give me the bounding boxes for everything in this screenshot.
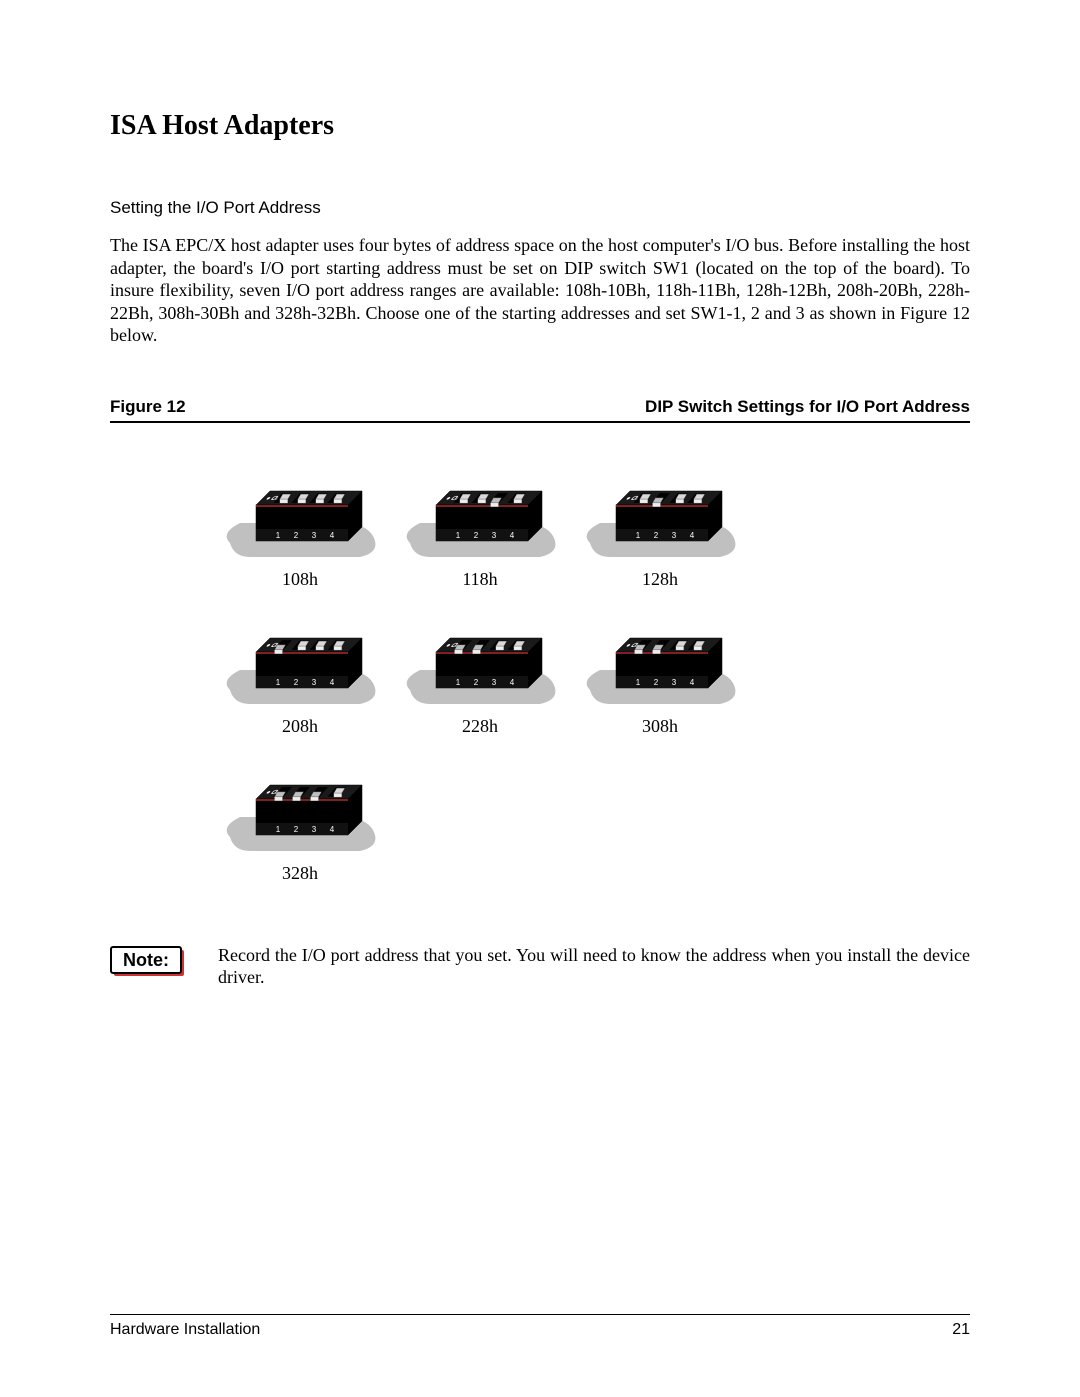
svg-text:1: 1 — [636, 678, 641, 687]
svg-text:4: 4 — [330, 825, 335, 834]
footer-right: 21 — [952, 1321, 970, 1339]
dip-switch-108h: ● OFF1234108h — [210, 473, 390, 590]
dip-switch-label: 308h — [570, 716, 750, 737]
svg-text:2: 2 — [294, 678, 299, 687]
sub-heading: Setting the I/O Port Address — [110, 198, 970, 218]
dip-switch-label: 228h — [390, 716, 570, 737]
svg-text:1: 1 — [276, 531, 281, 540]
svg-text:4: 4 — [690, 531, 695, 540]
svg-text:2: 2 — [654, 531, 659, 540]
figure-title: DIP Switch Settings for I/O Port Address — [645, 397, 970, 417]
svg-text:1: 1 — [276, 825, 281, 834]
dip-switch-icon: ● OFF1234 — [400, 620, 560, 710]
page-footer: Hardware Installation 21 — [110, 1314, 970, 1339]
dip-switch-label: 118h — [390, 569, 570, 590]
svg-text:3: 3 — [312, 678, 317, 687]
dip-switch-icon: ● OFF1234 — [220, 767, 380, 857]
svg-text:2: 2 — [294, 825, 299, 834]
note-badge: Note: — [110, 946, 188, 985]
dip-switch-308h: ● OFF1234308h — [570, 620, 750, 737]
dip-switch-grid: ● OFF1234108h● OFF1234118h● OFF1234128h●… — [210, 473, 970, 884]
svg-text:4: 4 — [510, 678, 515, 687]
dip-switch-icon: ● OFF1234 — [220, 620, 380, 710]
svg-text:3: 3 — [312, 825, 317, 834]
svg-text:3: 3 — [492, 678, 497, 687]
dip-switch-208h: ● OFF1234208h — [210, 620, 390, 737]
figure-number: Figure 12 — [110, 397, 186, 417]
svg-text:4: 4 — [330, 531, 335, 540]
dip-switch-label: 208h — [210, 716, 390, 737]
dip-switch-label: 108h — [210, 569, 390, 590]
svg-text:1: 1 — [456, 678, 461, 687]
figure-header: Figure 12 DIP Switch Settings for I/O Po… — [110, 397, 970, 423]
body-paragraph: The ISA EPC/X host adapter uses four byt… — [110, 234, 970, 347]
svg-text:3: 3 — [492, 531, 497, 540]
svg-text:2: 2 — [654, 678, 659, 687]
svg-text:1: 1 — [456, 531, 461, 540]
dip-switch-icon: ● OFF1234 — [580, 620, 740, 710]
dip-switch-label: 128h — [570, 569, 750, 590]
note-row: Note: Record the I/O port address that y… — [110, 944, 970, 989]
note-text: Record the I/O port address that you set… — [218, 944, 970, 989]
footer-left: Hardware Installation — [110, 1321, 260, 1339]
svg-text:1: 1 — [636, 531, 641, 540]
svg-text:Note:: Note: — [123, 950, 169, 970]
svg-text:2: 2 — [294, 531, 299, 540]
dip-switch-icon: ● OFF1234 — [220, 473, 380, 563]
svg-text:2: 2 — [474, 678, 479, 687]
dip-switch-label: 328h — [210, 863, 390, 884]
dip-switch-328h: ● OFF1234328h — [210, 767, 390, 884]
dip-switch-128h: ● OFF1234128h — [570, 473, 750, 590]
svg-text:3: 3 — [672, 678, 677, 687]
dip-switch-icon: ● OFF1234 — [580, 473, 740, 563]
svg-text:4: 4 — [330, 678, 335, 687]
svg-text:4: 4 — [690, 678, 695, 687]
svg-text:1: 1 — [276, 678, 281, 687]
dip-switch-118h: ● OFF1234118h — [390, 473, 570, 590]
svg-text:4: 4 — [510, 531, 515, 540]
svg-text:3: 3 — [312, 531, 317, 540]
dip-switch-228h: ● OFF1234228h — [390, 620, 570, 737]
svg-text:2: 2 — [474, 531, 479, 540]
svg-text:3: 3 — [672, 531, 677, 540]
dip-switch-icon: ● OFF1234 — [400, 473, 560, 563]
page-heading: ISA Host Adapters — [110, 110, 970, 142]
